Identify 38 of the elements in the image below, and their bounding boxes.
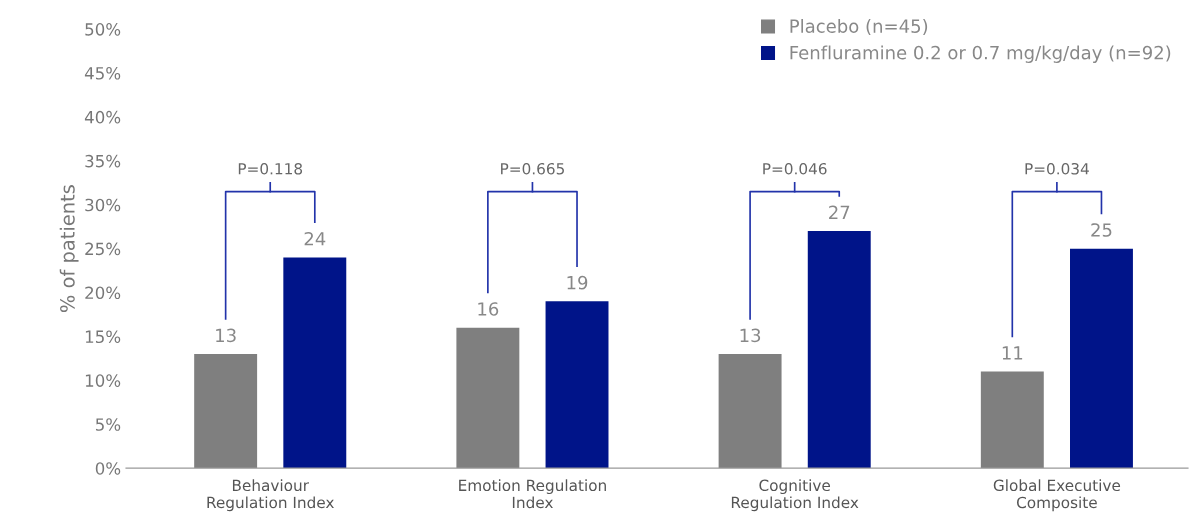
data-label: 16 <box>478 302 499 316</box>
y-tick-label: 30% <box>85 198 121 212</box>
y-tick-label: 35% <box>85 154 121 168</box>
y-tick-label: 0% <box>95 462 121 475</box>
annotation: P=0.665 <box>501 162 564 175</box>
y-tick-label: 20% <box>85 286 121 300</box>
y-axis-title: % of patients <box>59 185 79 313</box>
x-tick-label: Cognitive Regulation Index <box>731 479 859 512</box>
data-label: 24 <box>304 231 326 246</box>
annotation: P=0.034 <box>1025 162 1089 175</box>
legend-label: Fenfluramine 0.2 or 0.7 mg/kg/day (n=92) <box>790 45 1171 63</box>
bar <box>545 301 609 469</box>
bar <box>980 371 1044 469</box>
data-label: 25 <box>1091 223 1112 237</box>
x-tick-label: Behaviour Regulation Index <box>207 479 334 512</box>
x-tick-label: Emotion Regulation Index <box>459 479 606 509</box>
bar <box>807 231 871 469</box>
bar <box>194 354 258 469</box>
data-label: 27 <box>829 205 850 219</box>
y-tick-label: 5% <box>95 418 121 431</box>
y-tick-label: 10% <box>85 374 121 387</box>
y-tick-label: 15% <box>85 330 121 344</box>
y-tick-label: 25% <box>85 242 121 256</box>
annotation: P=0.046 <box>763 162 827 175</box>
data-label: 13 <box>216 328 236 343</box>
legend-label: Placebo (n=45) <box>790 19 928 36</box>
bar <box>718 354 782 469</box>
y-tick-label: 50% <box>85 23 121 36</box>
bar <box>1070 248 1133 469</box>
annotation: P=0.118 <box>238 162 303 175</box>
y-tick-label: 40% <box>84 110 121 124</box>
bar <box>283 257 347 469</box>
data-label: 19 <box>567 275 588 290</box>
data-label: 13 <box>740 328 761 343</box>
data-label: 11 <box>1002 346 1023 360</box>
y-tick-label: 45% <box>84 66 121 80</box>
x-tick-label: Global Executive Composite <box>993 479 1121 512</box>
bar <box>456 327 520 469</box>
